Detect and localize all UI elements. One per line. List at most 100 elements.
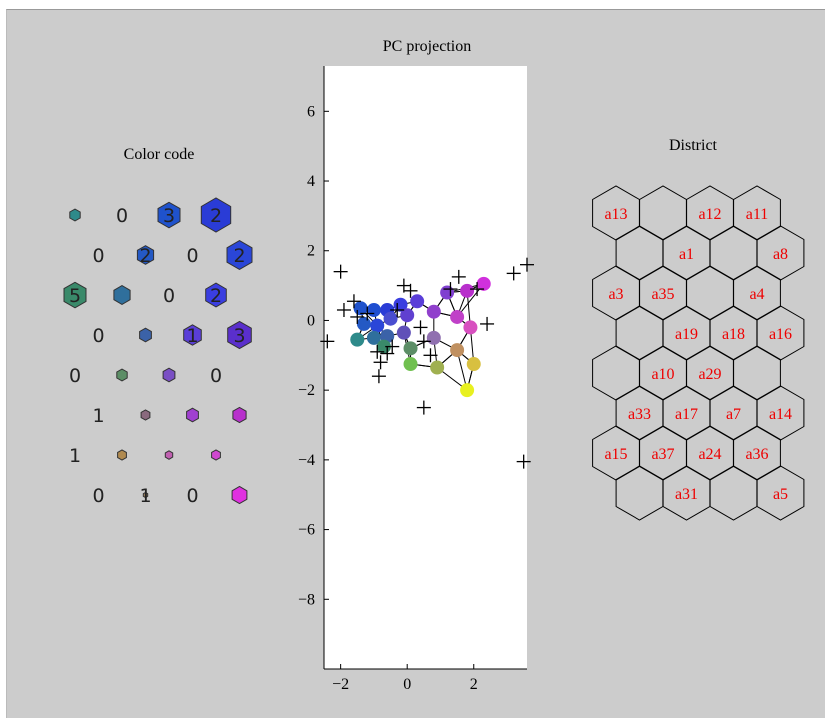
map-node [403,357,418,372]
color-code-hex [140,409,151,421]
y-tick-label: 0 [307,312,315,329]
district-label: a10 [651,366,674,383]
y-tick-label: −6 [298,522,315,539]
district-label: a19 [675,326,698,343]
data-point-marker [506,266,521,281]
color-code-hex [186,407,199,423]
district-hex [615,465,664,521]
district-label: a11 [746,206,769,223]
x-tick-label: 2 [470,676,478,693]
data-point-marker [360,306,375,321]
data-point-marker [470,282,485,297]
map-node [450,343,465,358]
color-code-count: 3 [163,205,175,227]
color-code-hex [205,282,227,308]
color-code-hex [117,449,127,461]
data-point-marker [416,400,431,415]
color-code-hex [183,324,202,346]
data-point-marker [373,355,388,370]
color-code-count: 0 [186,485,198,507]
x-tick-label: 0 [403,676,411,693]
district-hex [756,465,805,521]
district-hex [709,225,758,281]
color-code-hex [142,491,149,499]
district-label: a13 [604,206,627,223]
district-hex [615,305,664,361]
map-node [366,302,381,317]
color-code-count: 2 [233,245,245,267]
color-code-count: 2 [139,245,151,267]
color-code-hex [162,367,176,383]
map-node [440,285,455,300]
district-label: a31 [675,486,698,503]
map-node [466,357,481,372]
map-node [430,360,445,375]
color-code-count: 0 [92,325,104,347]
color-code-count: 2 [210,205,222,227]
map-node [400,308,415,323]
color-code-hex [113,285,131,305]
data-points [320,257,534,469]
y-tick-label: −2 [298,382,315,399]
data-point-marker [451,269,466,284]
map-node [460,283,475,298]
y-tick-label: 6 [307,103,315,120]
color-code-count: 1 [139,485,151,507]
data-point-marker [390,302,405,317]
color-code-hex [232,406,247,424]
color-code-count: 0 [210,365,222,387]
district-label: a7 [726,406,741,423]
map-node [463,320,478,335]
district-label: a4 [749,286,764,303]
district-label: a14 [769,406,792,423]
map-node [350,332,365,347]
district-hexagons: a13 a12 a11 a1 a8 a3 a35 a4 a19 a18 a16 a10 a29 a33 a1… [592,185,805,521]
y-tick-label: −8 [298,591,315,608]
district-label: a18 [722,326,745,343]
color-code-count: 5 [69,285,81,307]
district-hex [709,465,758,521]
data-point-marker [416,334,431,349]
color-code-count: 0 [163,285,175,307]
district-label: a3 [608,286,623,303]
color-code-hex [69,208,81,222]
color-code-count: 1 [69,445,81,467]
pc-projection-title: PC projection [383,38,471,55]
district-label: a8 [773,246,788,263]
data-point-marker [413,320,428,335]
y-tick-label: 2 [307,243,315,260]
district-label: a37 [651,446,674,463]
color-code-hex [231,485,248,505]
data-point-marker [336,302,351,317]
map-node [366,330,381,345]
map-node [356,316,371,331]
axis-ticks: 6 4 2 0 −2 −4 −6 −8 −2 0 2 [298,103,478,693]
color-code-hex [200,197,232,233]
data-point-marker [443,282,458,297]
map-nodes [350,276,491,398]
color-code-count: 1 [186,325,198,347]
district-label: a24 [698,446,721,463]
district-hex [592,345,640,401]
district-label: a5 [773,486,788,503]
y-tick-label: 4 [307,173,315,190]
district-hex [686,265,734,321]
color-code-title: Color code [124,146,195,163]
district-label: a35 [651,286,674,303]
district-label: a12 [698,206,721,223]
y-tick-label: −4 [298,452,315,469]
color-code-hex [227,320,252,350]
color-code-count: 3 [233,325,245,347]
data-point-marker [346,294,361,309]
map-node [410,294,425,309]
data-point-marker [350,309,365,324]
map-node [426,304,441,319]
map-node [383,311,398,326]
district-label: a29 [698,366,721,383]
color-code-hex [211,449,221,461]
map-node [403,341,418,356]
